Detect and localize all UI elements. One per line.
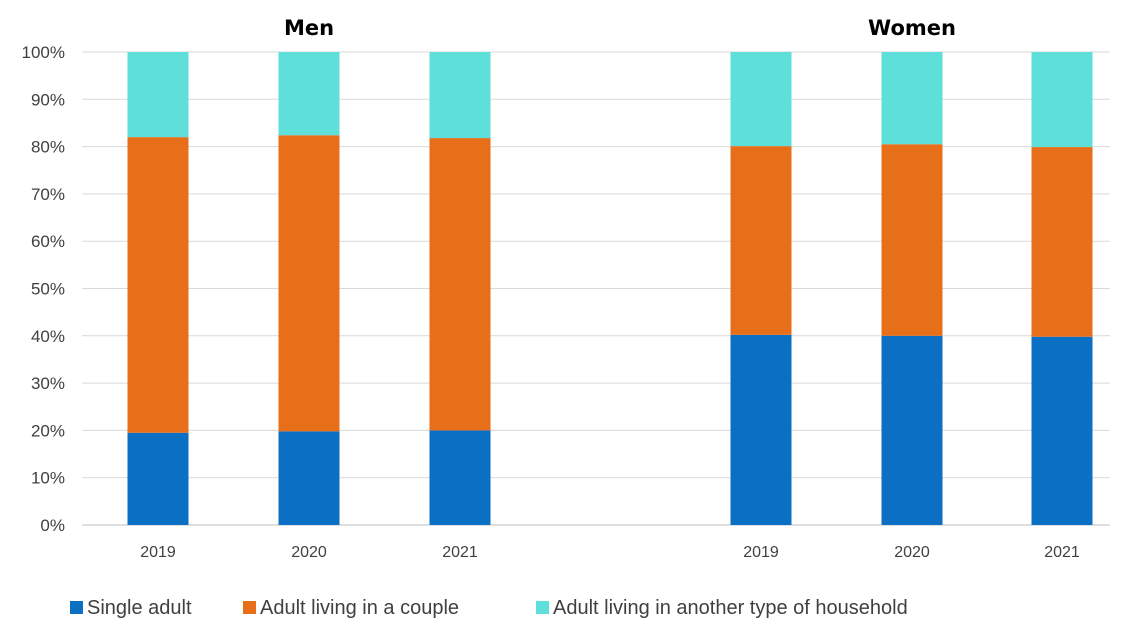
bar-women-2020-series-1 (881, 144, 943, 336)
bar-women-2021-series-0 (1031, 336, 1093, 525)
gridlines (82, 51, 1110, 526)
bar-men-2019-series-0 (127, 432, 189, 525)
bar-men-2020-series-0 (278, 431, 340, 525)
bar-women-2019-series-2 (730, 52, 792, 147)
bar-men-2021-series-0 (429, 430, 491, 525)
y-tick-label: 100% (22, 43, 65, 62)
legend-swatch-other-household (536, 601, 549, 614)
bar-women-2019-series-0 (730, 334, 792, 525)
x-axis: 2019 2020 2021 2019 2020 2021 (140, 544, 1080, 561)
legend: Single adult Adult living in a couple Ad… (70, 597, 908, 619)
y-tick-label: 20% (31, 421, 65, 440)
x-tick-label: 2019 (743, 544, 779, 561)
legend-swatch-single-adult (70, 601, 83, 614)
bar-women-2021-series-2 (1031, 52, 1093, 148)
group-title-men: Men (284, 16, 334, 40)
legend-label-other-household: Adult living in another type of househol… (553, 597, 908, 619)
y-tick-label: 60% (31, 232, 65, 251)
bar-women-2021-series-1 (1031, 147, 1093, 337)
bar-men-2021-series-2 (429, 52, 491, 139)
y-tick-label: 30% (31, 374, 65, 393)
bar-men-2019-series-2 (127, 52, 189, 138)
x-tick-label: 2020 (894, 544, 930, 561)
y-tick-label: 0% (40, 516, 65, 535)
bar-men-2020-series-2 (278, 52, 340, 136)
y-tick-label: 50% (31, 280, 65, 299)
bar-women-2019-series-1 (730, 146, 792, 335)
legend-label-couple: Adult living in a couple (260, 597, 459, 619)
bar-men-2021-series-1 (429, 138, 491, 431)
x-tick-label: 2021 (1044, 544, 1080, 561)
group-titles: Men Women (284, 16, 956, 40)
y-tick-label: 10% (31, 469, 65, 488)
bar-women-2020-series-2 (881, 52, 943, 145)
y-axis: 0% 10% 20% 30% 40% 50% 60% 70% 80% 90% 100% (22, 43, 65, 535)
group-title-women: Women (868, 16, 956, 40)
bar-men-2020-series-1 (278, 135, 340, 432)
legend-swatch-couple (243, 601, 256, 614)
x-tick-label: 2019 (140, 544, 176, 561)
bars (127, 52, 1093, 525)
x-tick-label: 2021 (442, 544, 478, 561)
y-tick-label: 80% (31, 138, 65, 157)
y-tick-label: 40% (31, 327, 65, 346)
bar-women-2020-series-0 (881, 335, 943, 525)
x-tick-label: 2020 (291, 544, 327, 561)
y-tick-label: 90% (31, 90, 65, 109)
bar-men-2019-series-1 (127, 137, 189, 433)
legend-label-single-adult: Single adult (87, 597, 192, 619)
y-tick-label: 70% (31, 185, 65, 204)
